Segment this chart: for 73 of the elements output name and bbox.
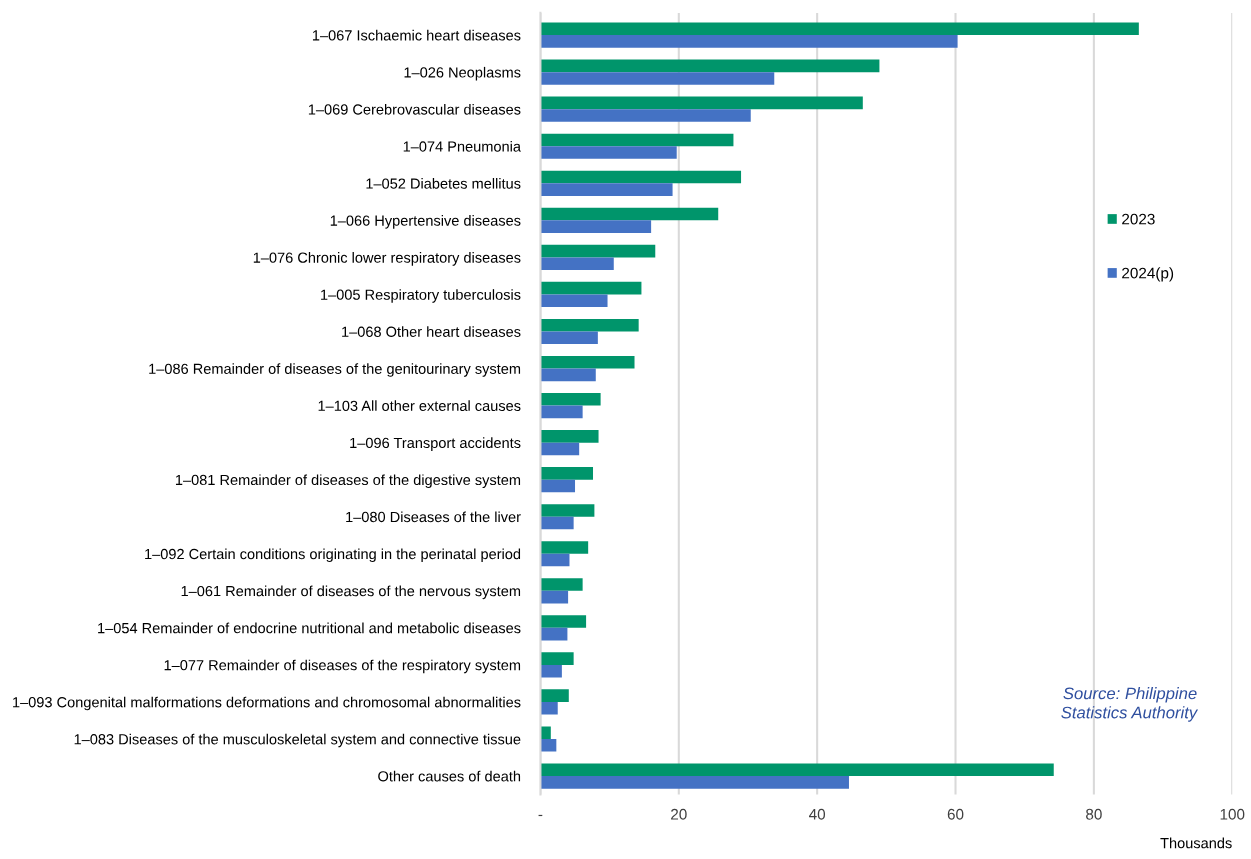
y-tick-label: 1–054 Remainder of endocrine nutritional and metabolic diseases — [98, 622, 521, 634]
bar — [540, 578, 583, 591]
bar — [540, 739, 557, 752]
x-tick-label: 80 — [1086, 808, 1102, 820]
x-tick-label: 40 — [809, 808, 826, 820]
y-tick-label: 1–074 Pneumonia — [403, 140, 521, 152]
bar — [540, 368, 596, 382]
bar — [540, 776, 849, 789]
x-tick-label: 100 — [1220, 808, 1245, 820]
x-tick-label: 60 — [947, 808, 964, 820]
x-tick-label: - — [538, 814, 543, 817]
bar — [540, 22, 1139, 36]
bar — [540, 220, 652, 233]
y-tick-label: 1–077 Remainder of diseases of the respiratory system — [164, 659, 521, 674]
y-tick-label: 1–081 Remainder of diseases of the digestive system — [175, 474, 521, 488]
bar — [540, 541, 589, 554]
y-tick-label: 1–080 Diseases of the liver — [346, 511, 521, 523]
bar — [540, 72, 775, 85]
bar — [540, 318, 639, 332]
y-tick-label: 1–068 Other heart diseases — [342, 326, 521, 337]
bar — [540, 467, 594, 480]
y-tick-label: 1–069 Cerebrovascular diseases — [308, 103, 521, 115]
bar — [540, 726, 551, 739]
bar — [540, 392, 601, 406]
annotation: Source: Philippine Statistics Authority — [1061, 687, 1199, 722]
bar — [540, 664, 562, 678]
bar — [540, 479, 576, 493]
bar — [540, 207, 719, 221]
bar — [540, 170, 742, 184]
bar — [540, 257, 614, 270]
x-tick-label: 20 — [671, 808, 687, 820]
y-tick-label: 1–067 Ischaemic heart diseases — [312, 29, 521, 41]
bar — [540, 652, 574, 665]
bar — [540, 590, 569, 604]
y-tick-label: 1–092 Certain conditions originating in the perinatal period — [145, 548, 521, 563]
y-tick-label: 1–096 Transport accidents — [350, 437, 521, 451]
bar — [540, 405, 583, 419]
y-tick-label: 1–066 Hypertensive diseases — [330, 215, 521, 229]
y-tick-label: 1–083 Diseases of the musculoskeletal system and connective tissue — [74, 733, 521, 748]
y-tick-label: 1–093 Congenital malformations deformations and chromosomal abnormalities — [13, 696, 521, 711]
bar — [540, 109, 751, 122]
bar — [540, 183, 673, 196]
bar — [540, 59, 880, 73]
bar — [540, 331, 598, 345]
bar — [540, 281, 642, 295]
y-tick-label: Other causes of death — [378, 770, 521, 782]
bar — [540, 146, 677, 159]
bar — [540, 96, 863, 110]
bar — [540, 627, 568, 641]
y-tick-label: 1–086 Remainder of diseases of the genitourinary system — [149, 363, 521, 377]
y-tick-label: 1–103 All other external causes — [318, 400, 521, 412]
y-tick-label: 1–026 Neoplasms — [404, 66, 521, 81]
y-tick-label: 1–005 Respiratory tuberculosis — [321, 289, 521, 303]
bar — [540, 355, 635, 369]
legend-label: 2024(p) — [1122, 267, 1174, 282]
bar — [540, 430, 599, 443]
bar — [540, 35, 958, 48]
y-tick-label: 1–061 Remainder of diseases of the nervous system — [181, 585, 521, 600]
bar — [540, 294, 608, 308]
x-axis-title: Thousands — [1160, 837, 1232, 849]
bar — [540, 763, 1054, 777]
y-tick-label: 1–076 Chronic lower respiratory diseases — [253, 252, 521, 266]
bar — [540, 553, 570, 567]
bar — [540, 442, 580, 456]
bar — [540, 615, 587, 628]
y-tick-label: 1–052 Diabetes mellitus — [366, 178, 521, 189]
bar — [540, 701, 558, 715]
legend-label: 2023 — [1122, 213, 1155, 225]
bar — [540, 133, 734, 147]
bar — [540, 504, 595, 517]
bar — [540, 689, 569, 702]
bar — [540, 516, 574, 530]
bar — [540, 244, 656, 258]
